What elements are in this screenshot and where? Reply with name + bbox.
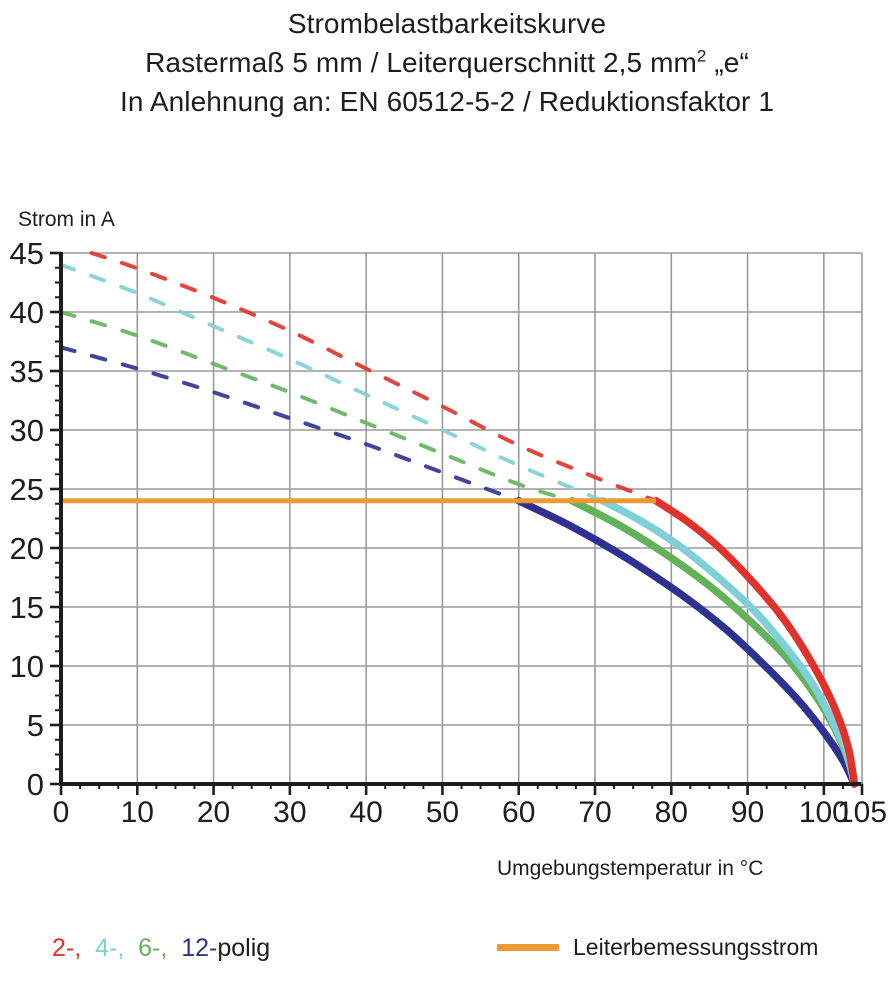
y-axis-tick-label: 5 — [27, 708, 44, 743]
tick-marks-layer — [50, 251, 864, 795]
series-solid-12-polig — [514, 497, 859, 788]
legend-rated-current-swatch — [497, 944, 559, 951]
legend-pole-separator: , — [74, 934, 96, 962]
chart-title-line-1: Strombelastbarkeitskurve — [287, 8, 607, 39]
series-dashed-4-polig — [59, 262, 605, 503]
x-axis-tick-label: 10 — [121, 796, 154, 829]
y-axis-tick-label: 40 — [10, 295, 44, 330]
series-dashed-2-polig — [89, 251, 659, 503]
grid-layer — [61, 252, 862, 784]
y-axis-title: Strom in A — [18, 208, 115, 231]
legend-pole-12pol: 12- — [181, 934, 218, 962]
legend-pole-4pol: 4- — [95, 934, 118, 962]
chart-title-block: Strombelastbarkeitskurve Rastermaß 5 mm … — [0, 4, 894, 121]
x-axis-tick-label: 100 — [799, 796, 849, 829]
legend-poles-entry: 2-, 4-, 6-, 12-polig — [52, 934, 270, 963]
x-axis-tick-label: 70 — [578, 796, 611, 829]
y-axis-tick-label: 10 — [10, 649, 44, 684]
y-axis-tick-label: 35 — [10, 354, 44, 389]
x-axis-tick-label: 40 — [349, 796, 382, 829]
axis-layer — [59, 252, 863, 786]
legend-pole-separator: , — [160, 934, 182, 962]
chart-title-line-2-prefix: Rastermaß 5 mm / Leiterquerschnitt 2,5 m… — [145, 47, 697, 78]
x-axis-title: Umgebungstemperatur in °C — [497, 857, 764, 880]
legend-rated-current-entry: Leiterbemessungsstrom — [497, 934, 818, 961]
x-axis-tick-label: 105 — [837, 796, 887, 829]
y-axis-tick-label: 15 — [10, 590, 44, 625]
y-axis-tick-label: 0 — [27, 767, 44, 802]
y-axis-tick-label: 30 — [10, 413, 44, 448]
chart-legend: 2-, 4-, 6-, 12-polig Leiterbemessungsstr… — [0, 930, 894, 986]
chart-title-line-2: Rastermaß 5 mm / Leiterquerschnitt 2,5 m… — [0, 43, 894, 82]
series-solid-2-polig — [652, 497, 859, 788]
y-axis-tick-label: 20 — [10, 531, 44, 566]
legend-pole-separator: , — [117, 934, 139, 962]
legend-pole-2pol: 2- — [52, 934, 75, 962]
series-layer — [59, 251, 859, 788]
chart-title-line-3: In Anlehnung an: EN 60512-5-2 / Reduktio… — [119, 86, 775, 117]
x-axis-tick-label: 80 — [655, 796, 688, 829]
chart-title-line-2-suffix: „e“ — [706, 47, 749, 78]
x-axis-tick-label: 50 — [426, 796, 459, 829]
legend-pole-6pol: 6- — [138, 934, 161, 962]
x-axis-tick-label: 60 — [502, 796, 535, 829]
series-dashed-12-polig — [59, 345, 521, 503]
x-axis-tick-label: 0 — [53, 796, 70, 829]
legend-rated-current-label: Leiterbemessungsstrom — [573, 934, 819, 960]
x-axis-tick-label: 90 — [731, 796, 764, 829]
series-solid-4-polig — [598, 497, 859, 788]
x-axis-tick-label: 30 — [273, 796, 306, 829]
x-axis-tick-label: 20 — [197, 796, 230, 829]
y-axis-tick-label: 45 — [10, 236, 44, 271]
chart-title-line-2-superscript: 2 — [696, 46, 707, 66]
y-axis-tick-label: 25 — [10, 472, 44, 507]
legend-poles-suffix: polig — [217, 934, 271, 962]
